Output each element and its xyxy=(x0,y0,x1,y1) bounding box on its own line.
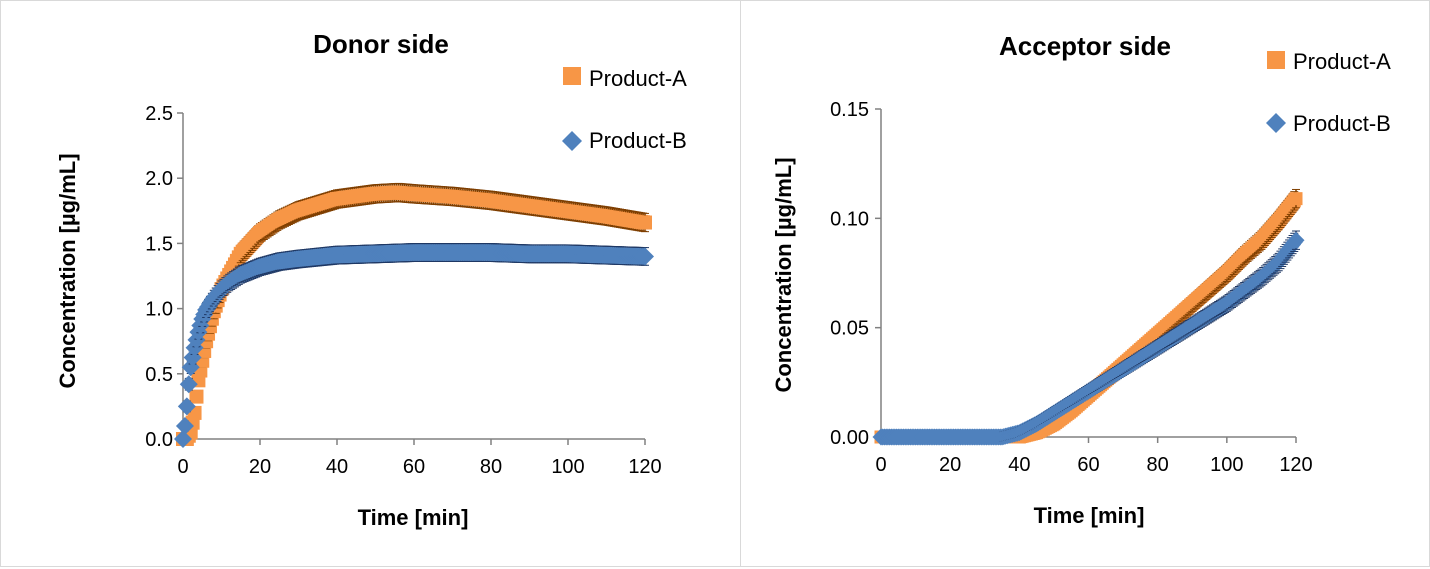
data-point xyxy=(636,247,654,266)
x-tick-label: 20 xyxy=(249,456,271,478)
y-axis-title: Concentration [µg/mL] xyxy=(55,153,80,388)
x-tick-label: 0 xyxy=(875,454,886,476)
legend-label-product-b: Product-B xyxy=(1293,111,1391,136)
x-tick-label: 60 xyxy=(1077,454,1099,476)
data-point xyxy=(179,375,198,394)
x-tick-label: 60 xyxy=(403,456,425,478)
x-axis-title: Time [min] xyxy=(358,505,469,530)
y-tick-label: 0.15 xyxy=(830,99,869,121)
y-tick-label: 1.5 xyxy=(145,233,173,255)
x-tick-label: 0 xyxy=(177,456,188,478)
series-product-a xyxy=(874,188,1303,444)
data-point xyxy=(175,416,194,435)
y-tick-label: 0.0 xyxy=(145,429,173,451)
legend-marker-product-b xyxy=(1266,113,1286,133)
legend-label-product-b: Product-B xyxy=(589,128,687,153)
legend-label-product-a: Product-A xyxy=(1293,49,1391,74)
x-tick-label: 80 xyxy=(480,456,502,478)
legend-marker-product-a xyxy=(563,67,581,85)
data-point xyxy=(174,430,192,448)
legend-marker-product-a xyxy=(1267,51,1285,69)
x-tick-label: 80 xyxy=(1147,454,1169,476)
y-tick-label: 0.00 xyxy=(830,427,869,449)
x-tick-label: 40 xyxy=(326,456,348,478)
data-point xyxy=(177,397,196,416)
legend-label-product-a: Product-A xyxy=(589,66,687,91)
y-tick-label: 2.5 xyxy=(145,103,173,125)
x-tick-label: 20 xyxy=(939,454,961,476)
plot-area: 0.00 0.05 0.10 0.15 0 20 40 60 80 100 120 xyxy=(830,99,1313,476)
x-tick-label: 100 xyxy=(551,456,584,478)
x-tick-label: 120 xyxy=(628,456,661,478)
y-tick-label: 2.0 xyxy=(145,168,173,190)
series-product-b xyxy=(174,243,654,448)
plot-area: 0.0 0.5 1.0 1.5 2.0 2.5 0 20 40 60 80 100 120 xyxy=(145,103,662,478)
x-tick-label: 100 xyxy=(1210,454,1243,476)
data-point xyxy=(189,389,204,404)
y-tick-label: 0.10 xyxy=(830,208,869,230)
y-axis-title: Concentration [µg/mL] xyxy=(771,157,796,392)
y-tick-label: 1.0 xyxy=(145,299,173,321)
data-point xyxy=(1287,231,1305,249)
donor-chart-panel: Donor side Time [min] Concentration [µg/… xyxy=(0,0,741,567)
legend-marker-product-b xyxy=(562,131,582,151)
y-tick-label: 0.5 xyxy=(145,364,173,386)
series-product-a xyxy=(176,182,652,446)
legend: Product-A Product-B xyxy=(562,66,687,153)
acceptor-chart-svg: Acceptor side Time [min] Concentration [… xyxy=(771,31,1391,528)
acceptor-chart-panel: Acceptor side Time [min] Concentration [… xyxy=(740,0,1430,567)
x-axis-title: Time [min] xyxy=(1034,503,1145,528)
data-point xyxy=(1289,192,1303,206)
donor-chart-svg: Donor side Time [min] Concentration [µg/… xyxy=(55,29,687,530)
series-product-b xyxy=(872,230,1305,446)
x-tick-label: 40 xyxy=(1008,454,1030,476)
chart-title: Donor side xyxy=(313,29,449,59)
chart-title: Acceptor side xyxy=(999,31,1171,61)
data-point xyxy=(638,215,652,230)
y-tick-label: 0.05 xyxy=(830,318,869,340)
legend: Product-A Product-B xyxy=(1266,49,1391,136)
x-tick-label: 120 xyxy=(1279,454,1312,476)
